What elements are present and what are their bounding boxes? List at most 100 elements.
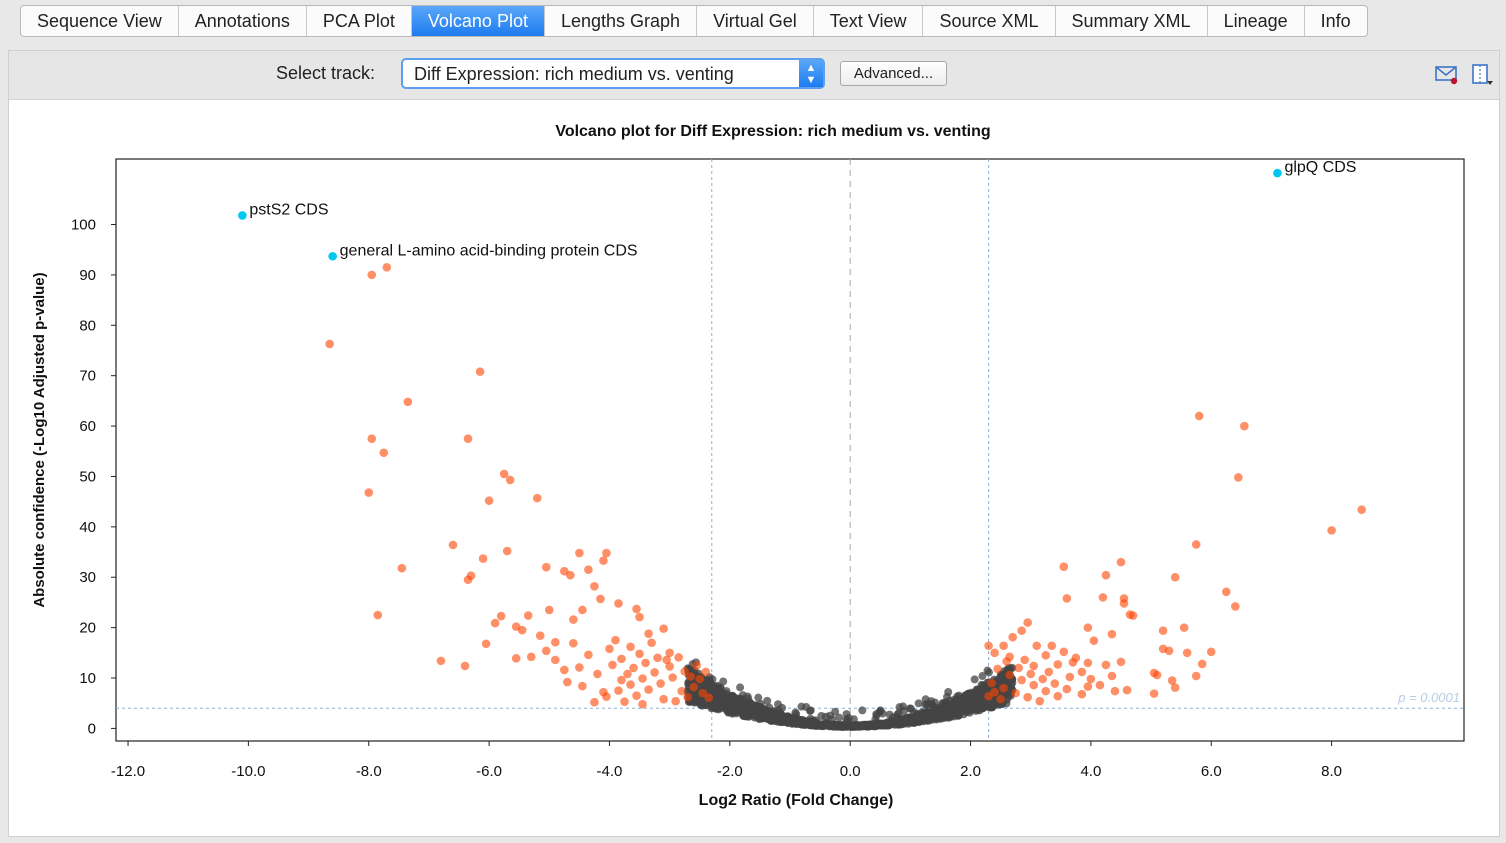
data-point-significant [999,641,1008,651]
data-point-significant [993,664,1002,674]
data-point-significant [999,683,1008,693]
data-point-significant [671,696,680,706]
data-point-significant [436,656,446,666]
track-select-dropdown[interactable]: Diff Expression: rich medium vs. venting… [401,58,825,89]
tab-source-xml[interactable]: Source XML [923,6,1056,36]
data-point-not-significant [835,713,844,722]
data-point-significant [617,675,626,685]
data-point-not-significant [934,707,943,716]
data-point-significant [1044,667,1054,677]
export-icon[interactable] [1470,63,1496,87]
data-point-not-significant [846,722,855,731]
data-point-significant [1053,660,1063,669]
data-point-significant [1240,421,1249,431]
data-point-significant [1005,670,1014,680]
data-point-not-significant [921,695,930,704]
data-point-significant [1041,686,1051,696]
data-point-not-significant [978,672,987,681]
data-point-significant [1194,411,1204,421]
data-point-significant [481,639,491,649]
data-point-not-significant [960,705,969,714]
data-point-label: glpQ CDS [1284,159,1356,176]
data-point-significant [1234,473,1243,482]
data-point-significant [560,665,569,675]
data-point-significant [496,611,506,621]
plot-area [115,158,1465,742]
data-point-significant [1005,652,1014,662]
data-point-not-significant [722,699,731,708]
tab-sequence-view[interactable]: Sequence View [21,6,179,36]
data-point-significant [544,605,554,615]
data-point-not-significant [759,707,768,716]
data-point-significant [532,493,542,503]
data-point-significant [596,594,605,604]
data-point-significant [575,548,584,558]
tab-summary-xml[interactable]: Summary XML [1056,6,1208,36]
data-point-significant [1170,572,1180,582]
data-point-significant [647,638,656,648]
data-point-significant [1357,505,1366,515]
data-point-significant [605,644,614,654]
advanced-button[interactable]: Advanced... [840,61,947,86]
data-point-significant [563,677,572,687]
view-tab-bar: Sequence View Annotations PCA Plot Volcano … [20,5,1368,37]
data-point-significant [560,566,569,576]
tab-pca-plot[interactable]: PCA Plot [307,6,412,36]
data-point-significant [1167,676,1177,685]
data-point-significant [541,646,551,656]
tab-virtual-gel[interactable]: Virtual Gel [697,6,814,36]
y-tick-label: 30 [79,569,96,586]
tab-lineage[interactable]: Lineage [1208,6,1305,36]
tab-info[interactable]: Info [1320,11,1351,31]
data-point-significant [1116,657,1126,667]
data-point-significant [523,611,533,620]
data-point-significant [990,648,999,658]
data-point-significant [984,691,993,701]
data-point-significant [1035,696,1045,706]
data-point-significant [674,653,683,662]
data-point-significant [653,653,662,663]
tab-text-view[interactable]: Text View [814,6,924,36]
data-point-significant [614,599,623,608]
data-point-significant [638,674,647,683]
data-point-not-significant [920,711,929,720]
mail-icon[interactable] [1434,63,1460,87]
data-point-significant [499,469,509,479]
y-tick-label: 0 [88,720,96,737]
data-point-significant [1122,685,1132,695]
data-point-significant [1029,661,1039,671]
data-point-significant [662,655,671,665]
data-point-significant [1107,629,1117,639]
tab-volcano-plot[interactable]: Volcano Plot [411,6,545,36]
data-point-significant [1047,641,1057,651]
data-point-significant [1086,674,1096,684]
x-tick-label: 0.0 [840,763,861,780]
data-point-significant [551,655,560,665]
data-point-not-significant [838,721,847,730]
data-point-significant [701,667,711,677]
data-point-significant [1083,623,1093,632]
data-point-significant [1041,651,1051,660]
y-tick-label: 20 [79,620,96,637]
data-point-significant [505,475,515,485]
data-point-not-significant [773,713,782,722]
data-point-significant [689,682,699,692]
data-point-significant [1095,680,1105,690]
data-point-not-significant [914,699,923,708]
data-point-significant [602,548,611,558]
data-point-not-significant [730,697,739,706]
x-tick-label: 6.0 [1201,763,1222,780]
data-point-not-significant [750,707,759,716]
data-point-significant [1179,623,1189,632]
data-point-not-significant [794,716,803,725]
tab-lengths-graph[interactable]: Lengths Graph [545,6,698,36]
data-point-significant [659,694,668,704]
data-point-significant [1050,679,1060,688]
data-point-not-significant [943,701,952,710]
data-point-significant [656,679,665,688]
data-point-significant [397,563,407,573]
track-select-value: Diff Expression: rich medium vs. venting [414,64,734,84]
tab-annotations[interactable]: Annotations [179,6,307,36]
data-point-significant [1152,670,1162,680]
